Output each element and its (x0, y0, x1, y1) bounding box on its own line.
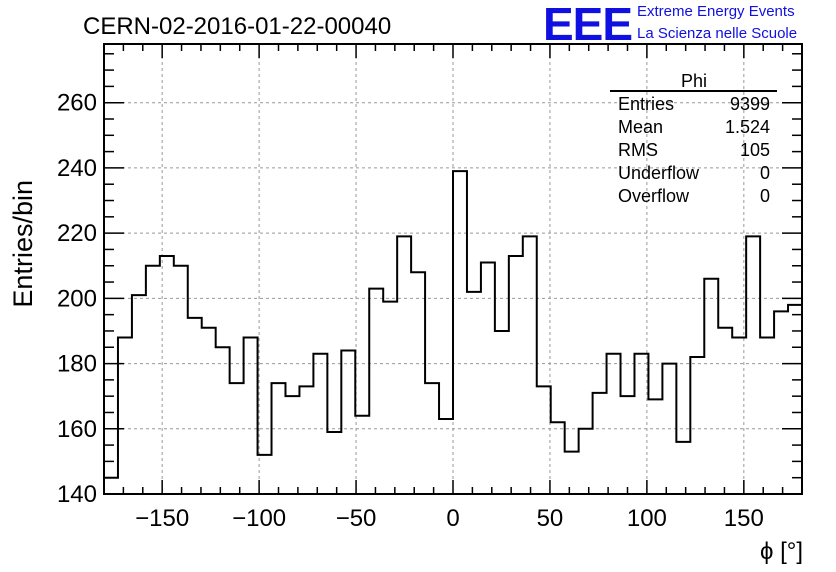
stats-label: Mean (618, 117, 663, 137)
logo-subtitle-2: La Scienza nelle Scuole (637, 25, 798, 42)
axis-ticks (103, 44, 803, 495)
y-tick-label: 160 (57, 416, 97, 443)
y-tick-label: 200 (57, 285, 97, 312)
stats-label: Entries (618, 94, 674, 114)
stats-label: RMS (618, 140, 658, 160)
y-tick-label: 140 (57, 481, 97, 508)
stats-value: 105 (740, 140, 770, 160)
x-tick-label: −50 (336, 505, 377, 532)
y-tick-labels: 140 160 180 200 220 240 260 (57, 90, 97, 508)
x-tick-label: 100 (627, 505, 667, 532)
stats-value: 0 (760, 186, 770, 206)
stats-label: Overflow (618, 186, 690, 206)
x-tick-label: −150 (135, 505, 189, 532)
x-tick-labels: −150 −100 −50 0 50 100 150 (135, 505, 764, 532)
y-tick-label: 180 (57, 351, 97, 378)
x-tick-label: −100 (232, 505, 286, 532)
x-tick-label: 150 (724, 505, 764, 532)
x-axis-label: ϕ [°] (760, 538, 803, 565)
stats-box: Phi Entries 9399 Mean 1.524 RMS 105 Underflow 0… (610, 71, 777, 206)
eee-logo: EEE (543, 0, 633, 50)
y-tick-label: 220 (57, 220, 97, 247)
x-tick-label: 0 (446, 505, 459, 532)
stats-value: 0 (760, 163, 770, 183)
y-tick-label: 260 (57, 90, 97, 117)
stats-value: 1.524 (725, 117, 770, 137)
histogram-line (104, 170, 802, 479)
stats-value: 9399 (730, 94, 770, 114)
stats-title: Phi (681, 71, 707, 91)
chart-title: CERN-02-2016-01-22-00040 (83, 13, 391, 40)
logo-subtitle-1: Extreme Energy Events (637, 3, 795, 20)
y-axis-label: Entries/bin (8, 180, 38, 308)
x-tick-label: 50 (537, 505, 564, 532)
y-tick-label: 240 (57, 155, 97, 182)
plot-frame (103, 43, 803, 495)
stats-label: Underflow (618, 163, 700, 183)
